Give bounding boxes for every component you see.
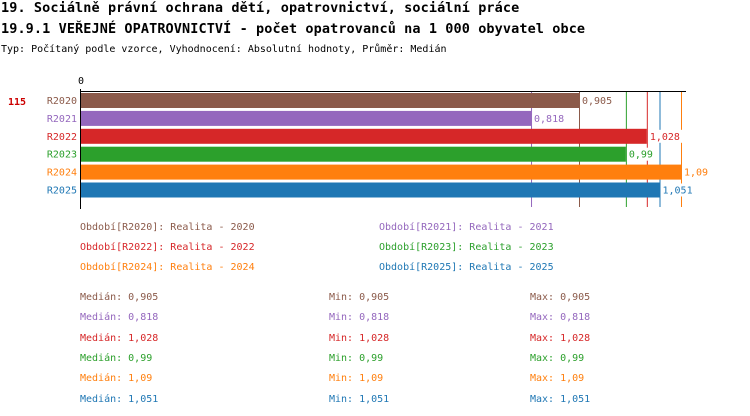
stat-median-R2023: Medián: 0,99 [80,352,153,364]
category-label-R2022: R2022 [47,132,77,143]
value-label-bg-R2023 [627,147,656,161]
stat-max-R2022: Max: 1,028 [530,332,591,344]
category-label-R2020: R2020 [47,96,77,107]
category-label-R2025: R2025 [47,186,77,197]
stat-min-R2022: Min: 1,028 [329,332,390,344]
stat-max-R2023: Max: 0,99 [530,352,585,364]
stat-median-R2025: Medián: 1,051 [80,393,159,405]
chart-type-info: Typ: Počítaný podle vzorce, Vyhodnocení:… [1,44,447,55]
row-label: 115 [8,97,26,108]
value-label-bg-R2025 [661,183,695,197]
stat-max-R2021: Max: 0,818 [530,312,591,324]
category-label-R2023: R2023 [47,150,77,161]
bar-R2020 [81,93,579,108]
legend-entry-R2023: Období[R2023]: Realita - 2023 [379,242,554,253]
chart-subtitle-indicator: 19.9.1 VEŘEJNÉ OPATROVNICTVÍ - počet opa… [1,21,586,37]
legend-entry-R2024: Období[R2024]: Realita - 2024 [80,262,255,273]
stat-min-R2025: Min: 1,051 [329,393,390,405]
bar-R2023 [81,146,626,162]
bar-R2021 [81,110,532,126]
stat-max-R2025: Max: 1,051 [530,393,591,405]
chart-title: 19. Sociálně právní ochrana dětí, opatro… [1,0,520,16]
category-label-R2024: R2024 [47,168,77,179]
value-label-R2024: 1,09 [684,168,708,179]
bar-R2025 [81,182,660,198]
legend-entry-R2020: Období[R2020]: Realita - 2020 [80,222,255,233]
bar-R2022 [81,128,647,144]
stat-max-R2020: Max: 0,905 [530,292,591,303]
value-label-bg-R2021 [533,111,567,125]
value-label-bg-R2022 [648,129,683,143]
stat-median-R2024: Medián: 1,09 [80,373,153,385]
legend-entry-R2022: Období[R2022]: Realita - 2022 [80,242,255,253]
legend-entry-R2025: Období[R2025]: Realita - 2025 [379,262,554,273]
stat-min-R2023: Min: 0,99 [329,352,384,364]
stat-min-R2020: Min: 0,905 [329,292,390,303]
stat-median-R2020: Medián: 0,905 [80,292,159,303]
value-label-bg-R2020 [580,94,615,107]
bar-R2024 [81,164,681,180]
category-label-R2021: R2021 [47,114,77,125]
value-label-R2021: 0,818 [534,114,564,125]
legend-entry-R2021: Období[R2021]: Realita - 2021 [379,222,554,233]
value-label-R2025: 1,051 [662,186,692,197]
stat-min-R2024: Min: 1,09 [329,373,384,385]
stat-median-R2022: Medián: 1,028 [80,332,159,344]
stat-max-R2024: Max: 1,09 [530,373,585,385]
x-tick-label-0: 0 [78,76,84,87]
value-label-bg-R2024 [683,165,711,179]
value-label-R2023: 0,99 [629,150,653,161]
stat-median-R2021: Medián: 0,818 [80,312,159,324]
value-label-R2022: 1,028 [650,132,680,143]
stat-min-R2021: Min: 0,818 [329,312,390,324]
value-label-R2020: 0,905 [582,96,612,107]
